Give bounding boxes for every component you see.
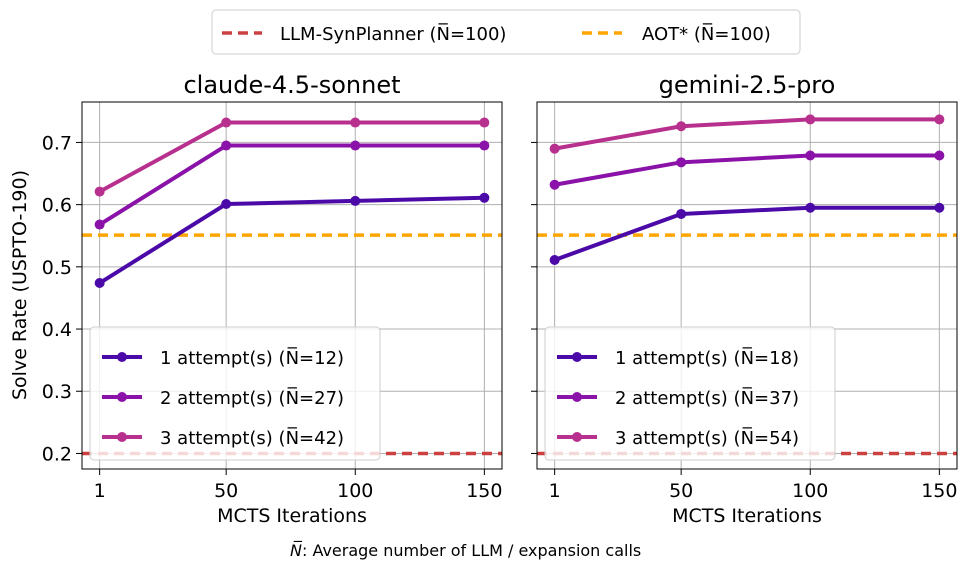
data-point-3-attempt-x150 xyxy=(479,117,490,128)
x-tick-label-1: 1 xyxy=(549,480,561,502)
data-point-3-attempt-x1 xyxy=(549,143,560,154)
x-tick-label-150: 150 xyxy=(466,480,502,502)
series-legend-label-3: 3 attempt(s) (N̅=54) xyxy=(615,427,799,449)
data-point-2-attempt-x1 xyxy=(549,179,560,190)
data-point-2-attempt-x50 xyxy=(221,140,232,151)
x-tick-label-100: 100 xyxy=(337,480,373,502)
footnote: N̅: Average number of LLM / expansion ca… xyxy=(290,541,641,560)
y-tick-label-0.6: 0.6 xyxy=(42,195,72,217)
series-legend: 1 attempt(s) (N̅=18) 2 attempt(s) (N̅=37)… xyxy=(544,326,836,461)
series-line-3-attempt xyxy=(554,117,940,151)
data-point-3-attempt-x50 xyxy=(221,117,232,128)
x-tick-label-50: 50 xyxy=(214,480,238,502)
data-point-3-attempt-x150 xyxy=(934,114,945,125)
data-point-3-attempt-x1 xyxy=(94,186,105,197)
series-legend-marker-2 xyxy=(117,392,127,402)
series-line-3-attempt xyxy=(98,120,485,194)
series-legend-label-1: 1 attempt(s) (N̅=18) xyxy=(615,347,799,369)
series-legend: 1 attempt(s) (N̅=12) 2 attempt(s) (N̅=27)… xyxy=(89,326,381,461)
series-line-2-attempt xyxy=(98,143,485,227)
y-tick-label-0.5: 0.5 xyxy=(42,257,72,279)
x-tick-label-150: 150 xyxy=(921,480,957,502)
y-tick-label-0.2: 0.2 xyxy=(42,443,72,465)
data-point-2-attempt-x1 xyxy=(94,219,105,230)
y-tick-label-0.4: 0.4 xyxy=(42,319,72,341)
x-axis-label: MCTS Iterations xyxy=(672,505,822,527)
series-legend-label-3: 3 attempt(s) (N̅=42) xyxy=(160,427,344,449)
footnote-text: : Average number of LLM / expansion call… xyxy=(302,541,641,560)
legend-llm-synplanner-label: LLM-SynPlanner (N̅=100) xyxy=(280,23,506,45)
top-legend-frame xyxy=(211,9,801,55)
series-line-2-attempt xyxy=(554,153,940,187)
data-point-1-attempt-x100 xyxy=(805,202,816,213)
data-point-2-attempt-x100 xyxy=(805,150,816,161)
series-legend-frame xyxy=(544,326,836,461)
data-point-1-attempt-x50 xyxy=(676,208,687,219)
data-point-3-attempt-x100 xyxy=(350,117,361,128)
y-tick-label-0.7: 0.7 xyxy=(42,132,72,154)
data-point-1-attempt-x100 xyxy=(350,195,361,206)
x-axis-label: MCTS Iterations xyxy=(217,505,367,527)
panel-title: gemini-2.5-pro xyxy=(659,71,836,99)
data-point-1-attempt-x50 xyxy=(221,199,232,210)
series-legend-frame xyxy=(89,326,381,461)
series-legend-label-2: 2 attempt(s) (N̅=37) xyxy=(615,387,799,409)
data-point-1-attempt-x1 xyxy=(549,254,560,265)
axes-frame xyxy=(81,101,503,470)
data-point-1-attempt-x1 xyxy=(94,278,105,289)
series-legend-label-1: 1 attempt(s) (N̅=12) xyxy=(160,347,344,369)
data-point-3-attempt-x100 xyxy=(805,114,816,125)
panel-title: claude-4.5-sonnet xyxy=(183,71,400,99)
series-legend-marker-1 xyxy=(117,352,127,362)
y-tick-label-0.3: 0.3 xyxy=(42,381,72,403)
y-axis-label: Solve Rate (USPTO-190) xyxy=(9,170,31,400)
axes-frame xyxy=(536,101,958,470)
series-legend-label-2: 2 attempt(s) (N̅=27) xyxy=(160,387,344,409)
series-legend-marker-1 xyxy=(572,352,582,362)
series-line-1-attempt xyxy=(98,195,485,285)
data-point-2-attempt-x150 xyxy=(479,140,490,151)
data-point-2-attempt-x50 xyxy=(676,157,687,168)
data-point-1-attempt-x150 xyxy=(479,192,490,203)
series-legend-marker-3 xyxy=(572,432,582,442)
data-point-2-attempt-x150 xyxy=(934,150,945,161)
x-tick-label-100: 100 xyxy=(792,480,828,502)
series-legend-marker-3 xyxy=(117,432,127,442)
footnote-symbol: N̅ xyxy=(290,541,303,560)
series-legend-marker-2 xyxy=(572,392,582,402)
data-point-2-attempt-x100 xyxy=(350,140,361,151)
x-tick-label-50: 50 xyxy=(669,480,693,502)
data-point-1-attempt-x150 xyxy=(934,202,945,213)
legend-aot-label: AOT* (N̅=100) xyxy=(642,23,771,45)
data-point-3-attempt-x50 xyxy=(676,121,687,132)
top-legend: LLM-SynPlanner (N̅=100) AOT* (N̅=100) xyxy=(211,9,801,55)
x-tick-label-1: 1 xyxy=(94,480,106,502)
series-line-1-attempt xyxy=(553,205,940,262)
